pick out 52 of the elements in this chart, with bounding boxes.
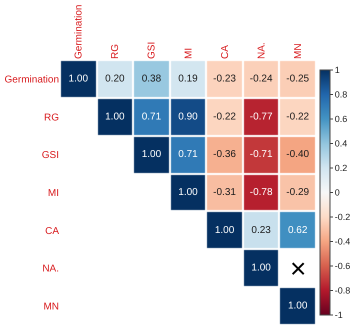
- x-tick-label: MN: [292, 43, 304, 59]
- data-label: -0.22: [213, 111, 236, 122]
- data-label: 1.00: [105, 111, 126, 122]
- data-label: 1.00: [178, 187, 198, 198]
- color-bar-label: 0.6: [334, 114, 348, 124]
- color-bar-label: 0.4: [334, 138, 348, 149]
- y-tick-label: GSI: [42, 150, 59, 162]
- data-label: -0.22: [286, 111, 310, 122]
- data-label: 0.71: [142, 111, 162, 122]
- color-bar-label: 0.2: [334, 163, 348, 174]
- data-label: 1.00: [68, 73, 88, 84]
- data-label: -0.31: [213, 187, 236, 198]
- data-label: -0.23: [213, 73, 236, 84]
- y-tick-label: Germination: [4, 74, 59, 86]
- data-label: 0.62: [288, 224, 308, 236]
- data-label: -0.24: [250, 73, 273, 84]
- y-tick-label: MI: [48, 188, 59, 199]
- data-label: 0.71: [178, 149, 198, 160]
- data-label: 0.19: [178, 73, 198, 84]
- color-bar-label: 1: [334, 65, 340, 76]
- data-label: 0.23: [251, 224, 272, 236]
- color-bar-label: -0.4: [334, 236, 350, 247]
- data-label: -0.25: [286, 73, 310, 84]
- x-tick-label: GSI: [146, 42, 158, 59]
- data-label: 1.00: [288, 300, 308, 312]
- x-tick-label: MI: [183, 48, 194, 59]
- color-bar-label: -0.2: [334, 212, 350, 222]
- color-bar-label: 0: [334, 188, 340, 198]
- x-tick-label: CA: [220, 44, 231, 59]
- color-bar-label: -0.8: [334, 286, 350, 296]
- x-tick-label: NA.: [256, 42, 268, 59]
- color-bar-label: 0.8: [334, 90, 348, 100]
- color-bar-label: -0.6: [334, 261, 350, 272]
- data-label: 1.00: [251, 262, 272, 274]
- data-label: -0.71: [250, 149, 273, 160]
- data-label: -0.29: [286, 187, 310, 198]
- color-bar-label: -1: [334, 310, 343, 320]
- data-label: -0.78: [250, 187, 273, 198]
- x-tick-label: RG: [110, 44, 122, 59]
- data-label: 0.38: [142, 73, 162, 84]
- y-tick-label: MN: [43, 302, 59, 313]
- data-label: -0.40: [286, 149, 310, 160]
- data-label: -0.36: [213, 149, 236, 160]
- data-label: 1.00: [214, 224, 235, 236]
- y-tick-label: NA.: [42, 264, 59, 275]
- data-label: 0.20: [105, 73, 126, 84]
- annotation: ×: [290, 253, 306, 284]
- data-label: -0.77: [250, 111, 273, 122]
- y-tick-label: CA: [45, 226, 60, 237]
- data-label: 1.00: [142, 149, 162, 160]
- data-label: 0.90: [178, 111, 198, 122]
- y-tick-label: RG: [44, 112, 60, 124]
